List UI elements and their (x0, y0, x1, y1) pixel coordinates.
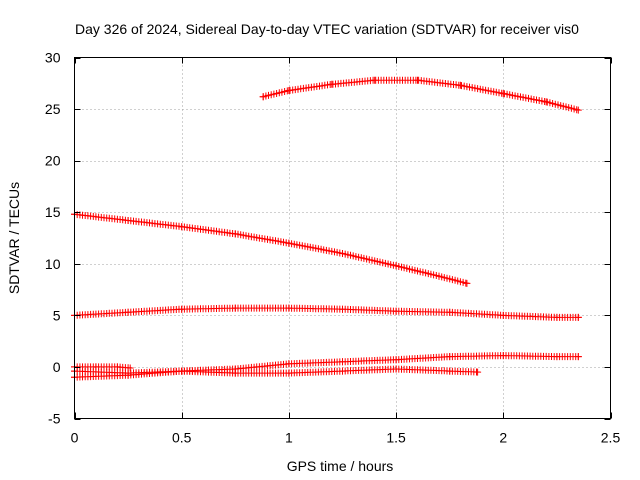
data-point (553, 313, 561, 321)
grid-lines (74, 57, 611, 419)
x-tick-label: 2 (499, 430, 507, 446)
data-point (574, 313, 582, 321)
data-point (542, 98, 550, 106)
data-point (392, 307, 400, 315)
x-tick-label: 0.5 (172, 430, 192, 446)
series-satellite-A (259, 76, 582, 114)
data-point (328, 80, 336, 88)
data-point (574, 353, 582, 361)
x-tick-label: 1 (285, 430, 293, 446)
data-marks (71, 76, 582, 381)
data-point (392, 356, 400, 364)
data-point (124, 217, 132, 224)
data-point (231, 369, 239, 377)
series-markers (71, 352, 582, 381)
y-tick-label: 20 (45, 153, 61, 169)
data-point (259, 93, 267, 101)
y-tick-label: 30 (45, 50, 61, 66)
data-point (113, 363, 121, 371)
data-point (371, 76, 379, 84)
series-markers (71, 210, 470, 287)
data-point (339, 250, 346, 257)
data-point (339, 358, 346, 366)
data-point (463, 279, 471, 287)
y-tick-label: 0 (53, 359, 61, 375)
y-tick-label: 15 (45, 204, 61, 220)
data-point (392, 262, 400, 270)
x-tick-label: 0 (71, 430, 79, 446)
data-point (553, 353, 561, 361)
data-point (499, 311, 507, 319)
series-satellite-D (71, 352, 582, 381)
series-satellite-B (71, 210, 471, 287)
data-point (446, 353, 454, 361)
data-point (414, 76, 421, 84)
x-tick-label: 2.5 (601, 430, 621, 446)
y-tick-label: 10 (45, 256, 61, 272)
data-point (456, 81, 464, 89)
data-point (285, 304, 293, 312)
data-point (392, 365, 400, 373)
data-point (126, 364, 134, 372)
series-markers (71, 304, 582, 321)
data-point (339, 305, 346, 313)
series-satellite-C (71, 304, 582, 321)
data-point (285, 239, 293, 247)
chart-title: Day 326 of 2024, Sidereal Day-to-day VTE… (75, 21, 579, 37)
data-point (435, 272, 443, 280)
y-tick-label: 25 (45, 101, 61, 117)
data-point (124, 308, 132, 316)
data-point (499, 352, 507, 360)
data-point (446, 308, 454, 316)
y-tick-label: 5 (53, 307, 61, 323)
series-markers (259, 76, 581, 114)
data-point (92, 363, 100, 371)
data-point (178, 367, 186, 375)
y-axis-label: SDTVAR / TECUs (6, 182, 22, 294)
data-point (474, 368, 482, 376)
data-point (285, 369, 293, 377)
data-point (339, 367, 346, 375)
x-axis-label: GPS time / hours (287, 458, 394, 474)
data-point (285, 87, 293, 94)
y-tick-label: -5 (48, 411, 61, 427)
data-point (574, 106, 582, 114)
data-point (285, 360, 293, 368)
data-point (446, 367, 454, 375)
data-point (231, 304, 239, 312)
axis-ticks: 0 0.5 1 1.5 2 2.5 -5 0 5 10 15 20 25 30 (45, 50, 621, 446)
data-point (231, 230, 239, 238)
data-point (178, 223, 186, 231)
x-tick-label: 1.5 (386, 430, 406, 446)
data-point (178, 305, 186, 313)
plot-frame (74, 57, 611, 419)
data-point (499, 90, 507, 98)
